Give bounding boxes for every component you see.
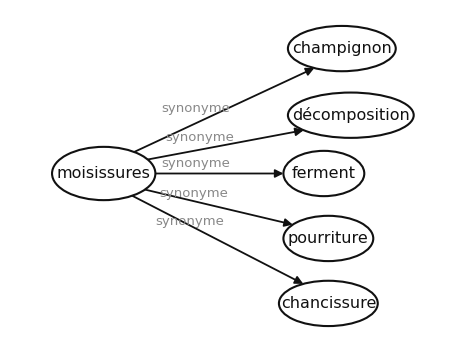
- Text: ferment: ferment: [292, 166, 356, 181]
- Text: pourriture: pourriture: [288, 231, 369, 246]
- Text: synonyme: synonyme: [161, 156, 230, 169]
- Ellipse shape: [284, 216, 373, 261]
- Ellipse shape: [288, 93, 414, 138]
- Ellipse shape: [284, 151, 364, 196]
- Ellipse shape: [279, 281, 378, 326]
- Text: moisissures: moisissures: [57, 166, 151, 181]
- Text: champignon: champignon: [292, 41, 392, 56]
- Text: synonyme: synonyme: [159, 187, 228, 200]
- Text: chancissure: chancissure: [281, 296, 376, 311]
- Ellipse shape: [288, 26, 396, 71]
- Text: décomposition: décomposition: [292, 107, 410, 123]
- Ellipse shape: [52, 147, 155, 200]
- Text: synonyme: synonyme: [155, 215, 224, 228]
- Text: synonyme: synonyme: [161, 102, 230, 115]
- Text: synonyme: synonyme: [165, 132, 234, 144]
